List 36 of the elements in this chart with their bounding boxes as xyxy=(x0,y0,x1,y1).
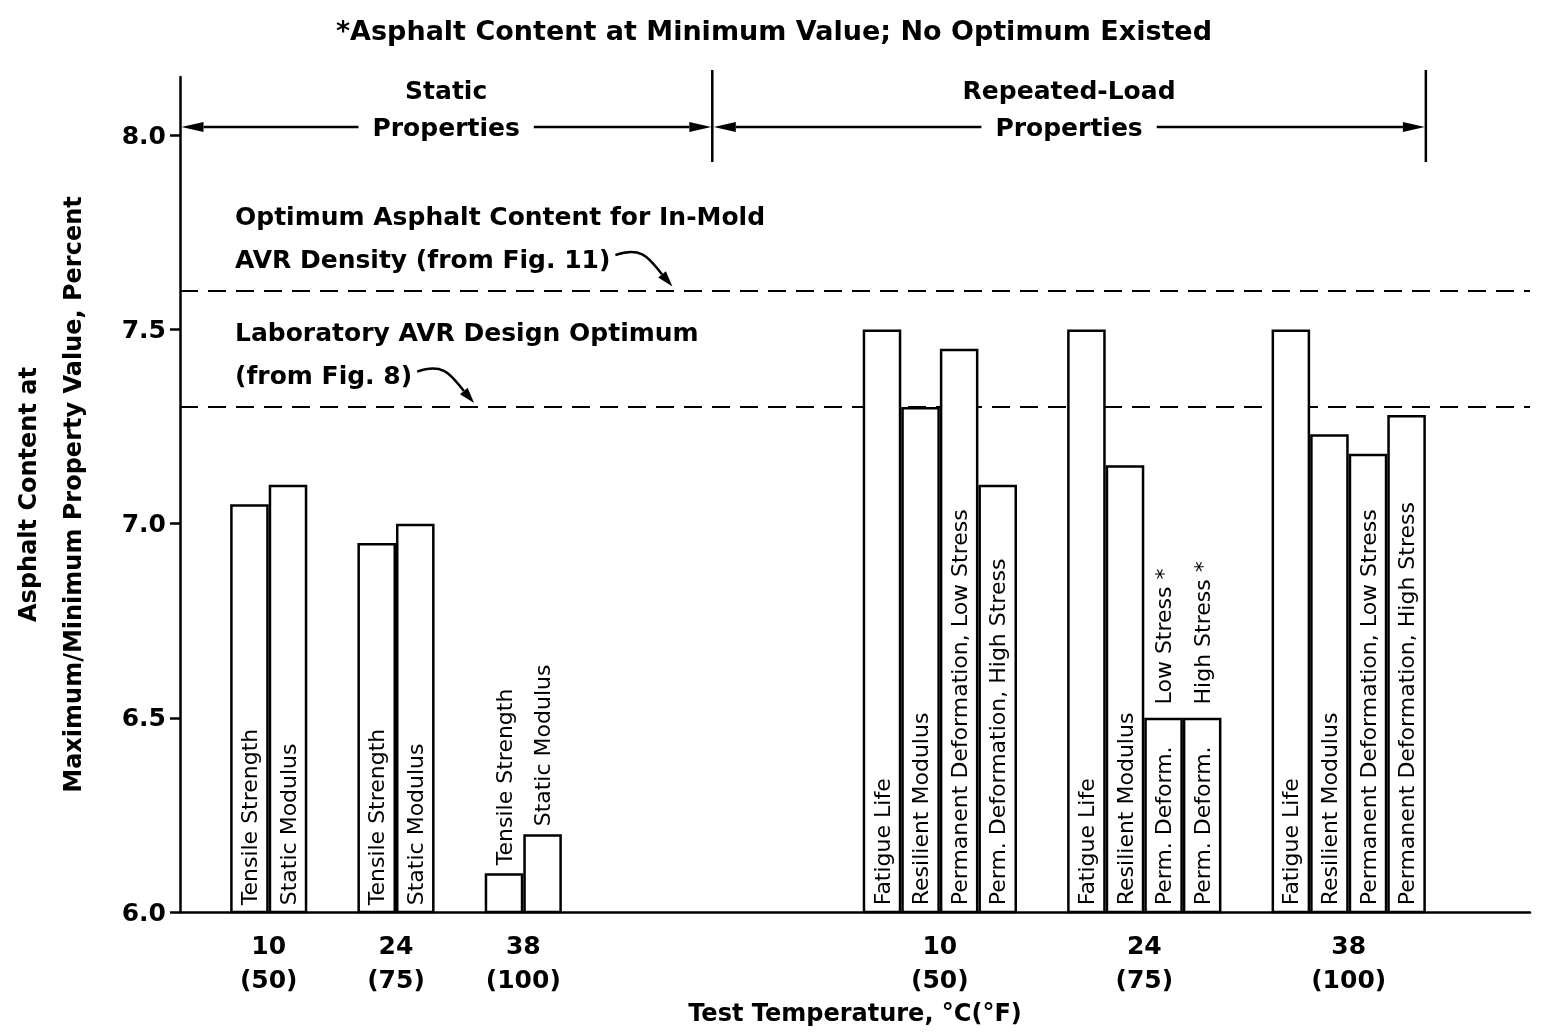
text: Fatigue Life xyxy=(1278,778,1304,906)
y-tick-label: 6.5 xyxy=(121,703,166,733)
x-tick-label: 38 (100) xyxy=(485,930,561,994)
x-tick-label: 10 (50) xyxy=(911,930,969,994)
chart-title: *Asphalt Content at Minimum Value; No Optimum Existed xyxy=(336,15,1212,46)
text: Resilient Modulus xyxy=(1112,712,1138,906)
series-label: Perm. Deform. Low Stress * xyxy=(1151,568,1177,906)
series-label: Tensile Strength xyxy=(236,728,262,907)
series-label: Fatigue Life xyxy=(1073,778,1099,906)
text: Static Modulus xyxy=(530,664,556,827)
series-label: Permanent Deformation, Low Stress xyxy=(946,509,972,906)
x-tick-label: 38 (100) xyxy=(1311,930,1387,994)
series-label: Static Modulus xyxy=(402,743,428,906)
series-label: Resilient Modulus xyxy=(1316,712,1342,906)
annotation: Static Properties xyxy=(372,75,520,142)
text: Permanent Deformation, Low Stress xyxy=(1355,509,1381,906)
series-label: Permanent Deformation, High Stress xyxy=(1394,502,1420,906)
text: Static Modulus xyxy=(275,743,301,906)
x-tick-label: 24 (75) xyxy=(1115,930,1174,994)
x-axis-title: Test Temperature, °C(°F) xyxy=(688,998,1022,1027)
text: Fatigue Life xyxy=(869,778,895,906)
x-tick-label: 10 (50) xyxy=(239,930,298,994)
ref-line-label: Optimum Asphalt Content for In-Mold AVR Density (from Fig. 11) xyxy=(235,201,766,274)
y-tick-label: 6.0 xyxy=(121,897,166,927)
y-tick-label: 7.5 xyxy=(121,314,166,344)
series-label: Perm. Deformation, High Stress xyxy=(985,558,1011,906)
x-tick-label: 24 (75) xyxy=(367,930,425,994)
y-axis-title: Asphalt Content at Maximum/Minimum Property Value, Percent xyxy=(13,196,87,793)
text: Resilient Modulus xyxy=(908,712,934,906)
y-tick-label: 8.0 xyxy=(121,120,166,150)
y-tick-label: 7.0 xyxy=(121,509,166,539)
series-label: Perm. Deform. High Stress * xyxy=(1189,561,1215,906)
ref-line-label: Laboratory AVR Design Optimum (from Fig. 8) xyxy=(235,318,699,391)
text: Tensile Strength xyxy=(364,728,390,906)
annotation: Repeated-Load Properties xyxy=(962,75,1176,142)
text: Tensile Strength xyxy=(491,688,517,866)
